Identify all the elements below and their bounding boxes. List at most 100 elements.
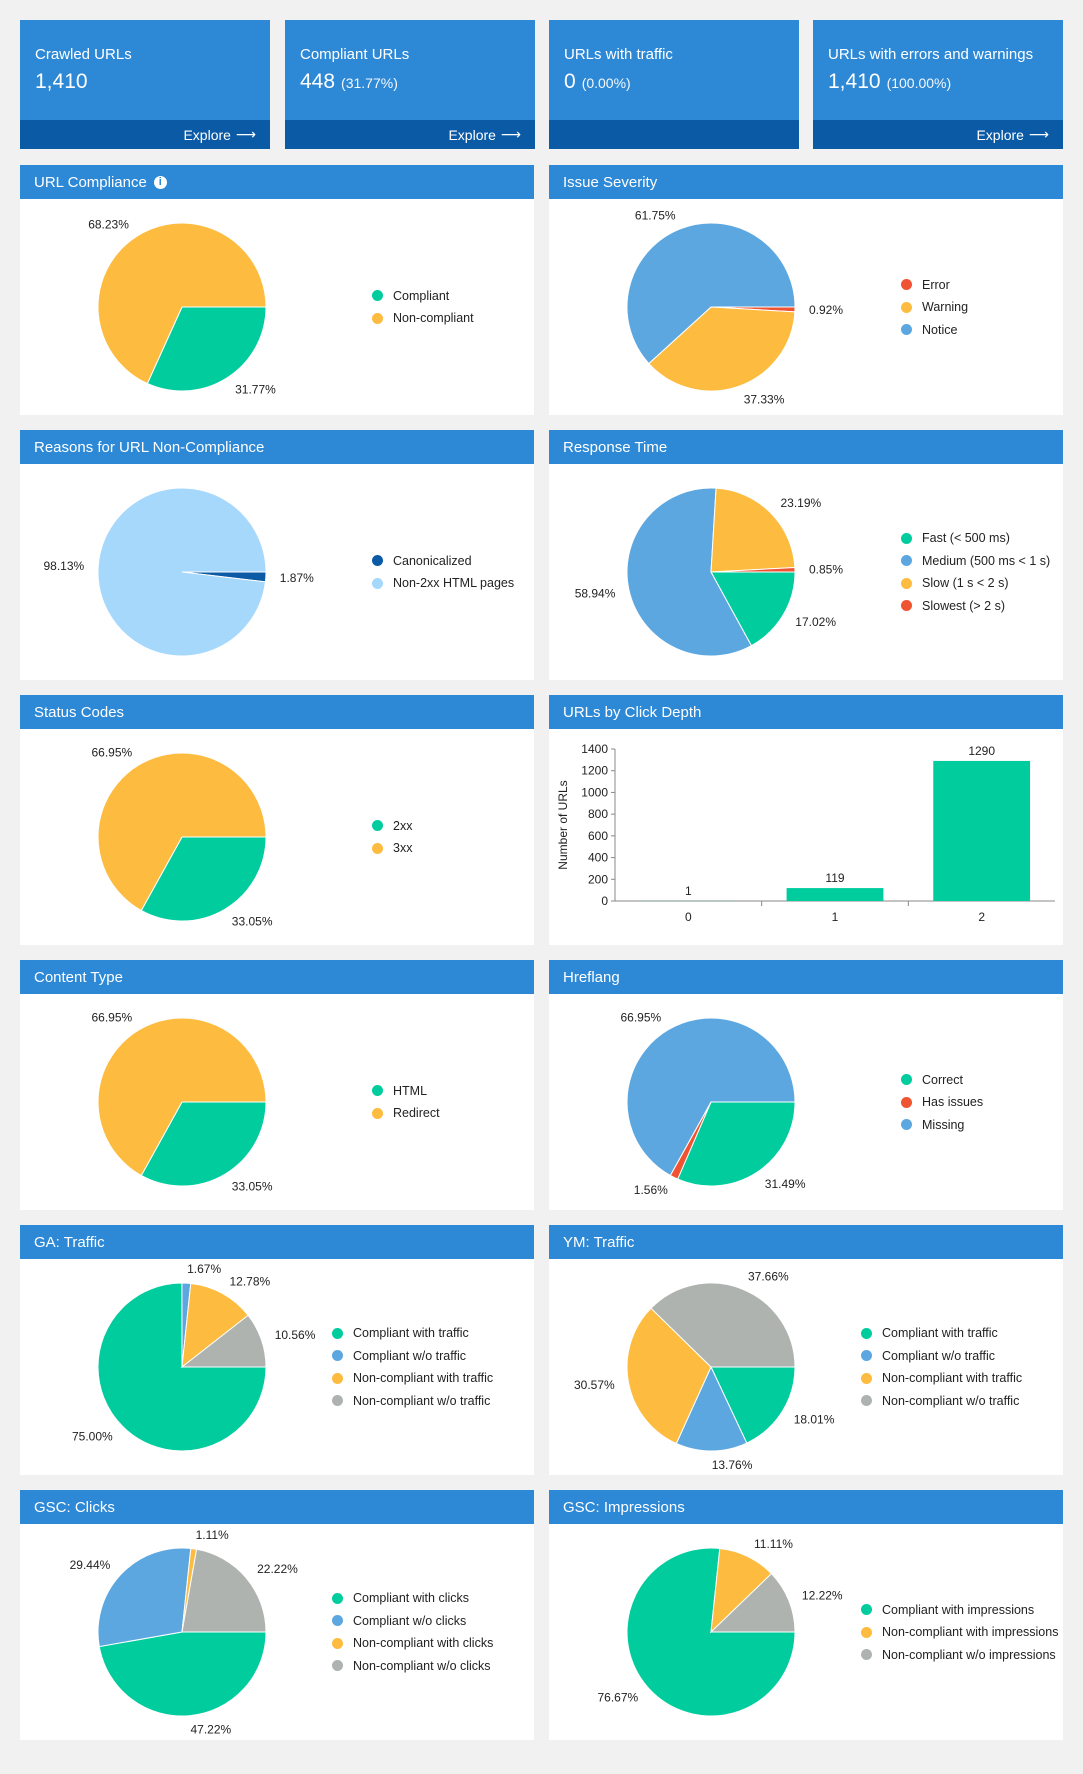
legend-item-warning[interactable]: Warning [901, 296, 968, 319]
legend-item-non-compliant-with-traffic[interactable]: Non-compliant with traffic [332, 1367, 493, 1390]
pie-slice-compliant-with-impressions[interactable] [626, 1547, 796, 1717]
legend-item-missing[interactable]: Missing [901, 1113, 983, 1136]
arrow-right-icon: ⟶ [1028, 126, 1049, 142]
legend-item-fast-500-ms[interactable]: Fast (< 500 ms) [901, 527, 1050, 550]
panel-hreflang: Hreflang 31.49% 1.56% 66.95% Correct Has issu… [549, 960, 1063, 1210]
legend-item-correct[interactable]: Correct [901, 1068, 983, 1091]
legend-swatch [861, 1327, 872, 1339]
pie-slice-slowest-2-s[interactable] [710, 566, 796, 573]
bar-depth-1[interactable] [786, 888, 884, 901]
legend-item-compliant-with-traffic[interactable]: Compliant with traffic [332, 1322, 493, 1345]
legend-swatch [332, 1660, 343, 1672]
legend-item-compliant-with-traffic[interactable]: Compliant with traffic [861, 1322, 1022, 1345]
panel-body: 75.00% 1.67% 12.78% 10.56% Compliant with tr… [20, 1259, 534, 1475]
legend-swatch [372, 577, 383, 589]
panel-title: URLs by Click Depth [549, 695, 1063, 729]
legend-item-non-compliant-w-o-impressions[interactable]: Non-compliant w/o impressions [861, 1643, 1058, 1666]
pie-slice-compliant-w-o-traffic[interactable] [675, 1365, 748, 1452]
pie-slice-non-compliant-w-o-clicks[interactable] [181, 1548, 267, 1633]
chart-legend: Canonicalized Non-2xx HTML pages [372, 550, 514, 595]
legend-item-compliant-w-o-traffic[interactable]: Compliant w/o traffic [332, 1345, 493, 1368]
legend-item-non-2xx-html-pages[interactable]: Non-2xx HTML pages [372, 572, 514, 595]
stat-card-urls-with-traffic: URLs with traffic 0 (0.00%) [549, 20, 799, 149]
panel-title-text: GSC: Clicks [34, 1498, 115, 1516]
legend-swatch [861, 1350, 872, 1362]
legend-label: Non-compliant with traffic [353, 1371, 494, 1386]
legend-item-medium-500-ms-1-s[interactable]: Medium (500 ms < 1 s) [901, 550, 1050, 573]
slice-percent-label: 76.67% [597, 1691, 638, 1705]
legend-item-2xx[interactable]: 2xx [372, 815, 412, 838]
legend-item-non-compliant-w-o-traffic[interactable]: Non-compliant w/o traffic [332, 1390, 493, 1413]
explore-link[interactable]: Explore ⟶ [976, 126, 1049, 143]
legend-item-non-compliant-with-impressions[interactable]: Non-compliant with impressions [861, 1621, 1058, 1644]
pie-slice-3xx[interactable] [97, 752, 267, 912]
legend-item-slowest-2-s[interactable]: Slowest (> 2 s) [901, 595, 1050, 618]
bar-depth-2[interactable] [933, 760, 1031, 901]
pie-slice-non-compliant-w-o-traffic[interactable] [180, 1314, 267, 1368]
legend-item-compliant-with-clicks[interactable]: Compliant with clicks [332, 1587, 493, 1610]
bar-value-label: 119 [825, 871, 844, 885]
panel-title: YM: Traffic [549, 1225, 1063, 1259]
stat-title: Compliant URLs [300, 46, 410, 63]
pie-chart: 18.01% 13.76% 30.57% 37.66% [574, 1269, 835, 1472]
pie-slice-compliant[interactable] [146, 306, 267, 392]
legend-label: Correct [922, 1072, 963, 1087]
pie-slice-non-compliant-w-o-impressions[interactable] [709, 1572, 796, 1633]
pie-slice-notice[interactable] [626, 222, 796, 365]
legend-item-compliant-w-o-traffic[interactable]: Compliant w/o traffic [861, 1345, 1022, 1368]
bar-value-label: 1 [685, 884, 692, 898]
legend-item-error[interactable]: Error [901, 273, 968, 296]
explore-link[interactable]: Explore ⟶ [448, 126, 521, 143]
legend-swatch [332, 1395, 343, 1407]
panel-title: GSC: Impressions [549, 1490, 1063, 1524]
legend-label: Notice [922, 322, 958, 337]
pie-slice-medium-500-ms-1-s[interactable] [626, 487, 753, 657]
pie-slice-redirect[interactable] [97, 1017, 267, 1177]
chart-legend: Compliant with impressions Non-compliant … [861, 1598, 1058, 1666]
legend-item-compliant-w-o-clicks[interactable]: Compliant w/o clicks [332, 1610, 493, 1633]
pie-slice-non-compliant-with-traffic[interactable] [626, 1307, 712, 1445]
legend-item-non-compliant-with-traffic[interactable]: Non-compliant with traffic [861, 1367, 1022, 1390]
panel-title-text: Hreflang [563, 968, 620, 986]
legend-item-canonicalized[interactable]: Canonicalized [372, 550, 514, 573]
panel-title: Status Codes [20, 695, 534, 729]
pie-slice-warning[interactable] [648, 306, 796, 392]
pie-slice-compliant-with-traffic[interactable] [97, 1282, 267, 1452]
pie-slice-compliant-with-traffic[interactable] [710, 1366, 796, 1444]
pie-slice-non-2xx-html-pages[interactable] [97, 487, 267, 657]
panel-title-text: Issue Severity [563, 173, 658, 191]
legend-item-non-compliant[interactable]: Non-compliant [372, 307, 474, 330]
legend-item-notice[interactable]: Notice [901, 318, 968, 341]
pie-slice-html[interactable] [140, 1101, 267, 1187]
legend-item-non-compliant-w-o-traffic[interactable]: Non-compliant w/o traffic [861, 1390, 1022, 1413]
legend-item-html[interactable]: HTML [372, 1080, 440, 1103]
pie-chart: 17.02% 58.94% 23.19% 0.85% [575, 487, 843, 657]
legend-label: Warning [922, 300, 969, 314]
info-icon[interactable]: i [153, 175, 167, 189]
legend-item-slow-1-s-2-s[interactable]: Slow (1 s < 2 s) [901, 572, 1050, 595]
pie-slice-compliant-w-o-clicks[interactable] [97, 1547, 192, 1648]
pie-slice-fast-500-ms[interactable] [710, 571, 796, 647]
pie-slice-2xx[interactable] [140, 836, 267, 922]
legend-item-non-compliant-with-clicks[interactable]: Non-compliant with clicks [332, 1632, 493, 1655]
slice-percent-label: 0.92% [809, 303, 843, 317]
legend-item-non-compliant-w-o-clicks[interactable]: Non-compliant w/o clicks [332, 1655, 493, 1678]
pie-slice-non-compliant-with-traffic[interactable] [181, 1282, 249, 1369]
legend-item-has-issues[interactable]: Has issues [901, 1091, 983, 1114]
pie-slice-correct[interactable] [677, 1101, 796, 1187]
pie-slice-slow-1-s-2-s[interactable] [710, 487, 796, 573]
legend-item-3xx[interactable]: 3xx [372, 837, 412, 860]
legend-item-compliant[interactable]: Compliant [372, 285, 474, 308]
legend-label: Compliant with traffic [353, 1326, 469, 1341]
pie-slice-compliant-with-clicks[interactable] [98, 1631, 267, 1717]
legend-item-compliant-with-impressions[interactable]: Compliant with impressions [861, 1598, 1058, 1621]
legend-swatch [332, 1372, 343, 1384]
pie-slice-missing[interactable] [626, 1017, 796, 1177]
chart-legend: Compliant with traffic Compliant w/o traf… [332, 1322, 493, 1412]
pie-slice-non-compliant-w-o-traffic[interactable] [650, 1282, 796, 1368]
stat-card-compliant-urls: Compliant URLs 448 (31.77%) Explore ⟶ [285, 20, 535, 149]
explore-link[interactable]: Explore ⟶ [183, 126, 256, 143]
x-tick-label: 1 [832, 910, 839, 924]
legend-item-redirect[interactable]: Redirect [372, 1102, 440, 1125]
pie-slice-non-compliant[interactable] [97, 222, 267, 385]
